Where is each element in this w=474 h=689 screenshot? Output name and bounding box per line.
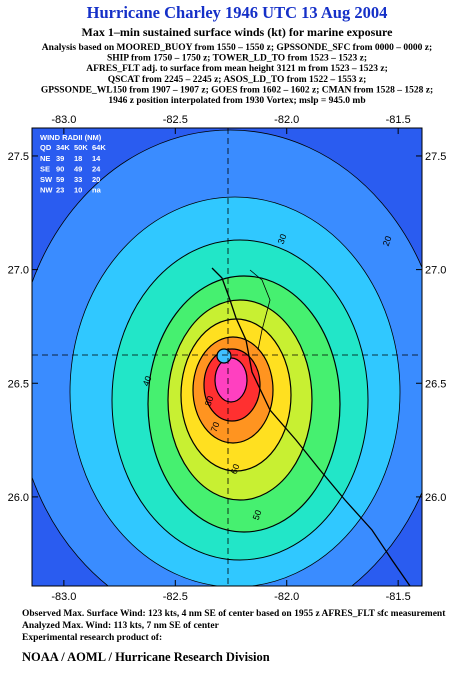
table-cell: 18 [74,154,82,163]
table-cell: 23 [56,186,64,195]
y-tick-label: 27.0 [8,265,29,277]
x-tick-label: -82.5 [163,114,188,126]
table-cell: 39 [56,154,64,163]
table-cell: 10 [74,186,82,195]
contour-label: 40 [141,375,154,388]
table-header: 64K [92,143,106,152]
analysis-line: 1946 z position interpolated from 1930 V… [108,96,365,106]
footer-line: Experimental research product of: [22,633,162,643]
contour-label: 80 [203,395,216,408]
x-tick-label: -82.5 [163,591,188,603]
analysis-line: GPSSONDE_WL150 from 1907 – 1907 z; GOES … [41,85,433,95]
contour-label: 70 [209,421,222,434]
table-cell: NW [40,186,53,195]
x-tick-label: -83.0 [51,114,76,126]
analysis-line: SHIP from 1750 – 1750 z; TOWER_LD_TO fro… [107,54,367,64]
table-cell: 20 [92,175,100,184]
y-tick-label: 27.5 [425,151,446,163]
contour-label: 30 [276,233,289,246]
y-tick-label: 27.5 [8,151,29,163]
table-cell: 90 [56,165,64,174]
table-cell: na [92,186,102,195]
table-cell: 33 [74,175,82,184]
wind-radii-table: WIND RADII (NM)QD 34K 50K 64K NE 39 18 14 SE 90 49… [40,133,106,195]
table-cell: SE [40,165,50,174]
table-header: 50K [74,143,88,152]
contour-label: 60 [229,463,242,476]
analysis-line: AFRES_FLT adj. to surface from mean heig… [86,64,388,74]
analysis-line: QSCAT from 2245 – 2245 z; ASOS_LD_TO fro… [108,75,367,85]
table-header: 34K [56,143,70,152]
y-tick-label: 27.0 [425,265,446,277]
x-tick-label: -83.0 [51,591,76,603]
map-frame [31,127,423,587]
table-cell: 14 [92,154,101,163]
subtitle: Max 1–min sustained surface winds (kt) f… [82,25,394,39]
footer-line: Observed Max. Surface Wind: 123 kts, 4 n… [22,609,446,619]
table-cell: 59 [56,175,64,184]
table-cell: NE [40,154,50,163]
contour-label: 20 [381,235,394,248]
analysis-line: Analysis based on MOORED_BUOY from 1550 … [42,43,432,53]
table-header: QD [40,143,52,152]
y-tick-label: 26.5 [425,378,446,390]
y-tick-label: 26.5 [8,378,29,390]
x-tick-label: -82.0 [274,591,299,603]
table-cell: SW [40,175,53,184]
footer-org: NOAA / AOML / Hurricane Research Divisio… [22,650,270,664]
x-tick-label: -81.5 [386,114,411,126]
x-tick-label: -81.5 [386,591,411,603]
y-tick-label: 26.0 [8,492,29,504]
x-tick-label: -82.0 [274,114,299,126]
y-tick-label: 26.0 [425,492,446,504]
footer-line: Analyzed Max. Wind: 113 kts, 7 nm SE of … [22,621,220,631]
table-cell: 49 [74,165,82,174]
table-cell: 24 [92,165,101,174]
wind-field [32,128,422,586]
title: Hurricane Charley 1946 UTC 13 Aug 2004 [87,3,388,22]
table-title: WIND RADII (NM) [40,133,102,142]
contour-label: 50 [251,509,264,522]
